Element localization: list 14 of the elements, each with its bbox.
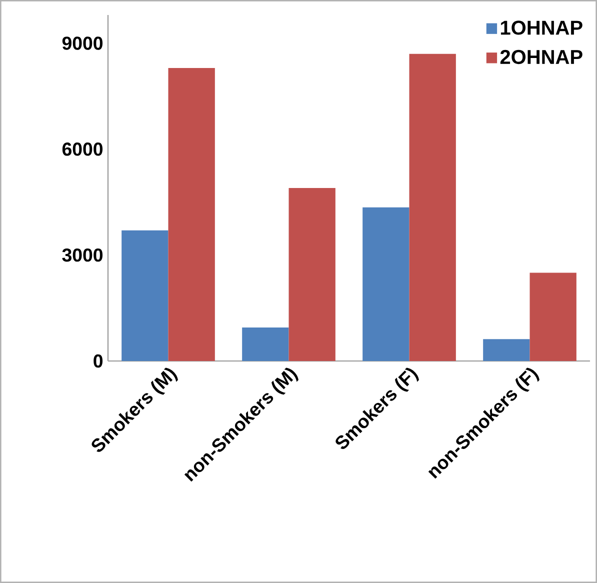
y-tick-label: 3000 [62, 248, 103, 262]
bar [122, 230, 168, 361]
legend-label: 1OHNAP [500, 20, 582, 35]
bar [168, 68, 215, 361]
y-tick-label: 9000 [62, 36, 103, 50]
bar [242, 327, 289, 361]
bar [362, 207, 410, 361]
bar [409, 54, 456, 361]
y-tick-label: 6000 [62, 142, 103, 156]
bar [483, 339, 530, 361]
bar [288, 188, 336, 361]
bar [530, 272, 576, 361]
y-tick-label: 0 [94, 354, 103, 368]
legend-label: 2OHNAP [500, 50, 582, 64]
